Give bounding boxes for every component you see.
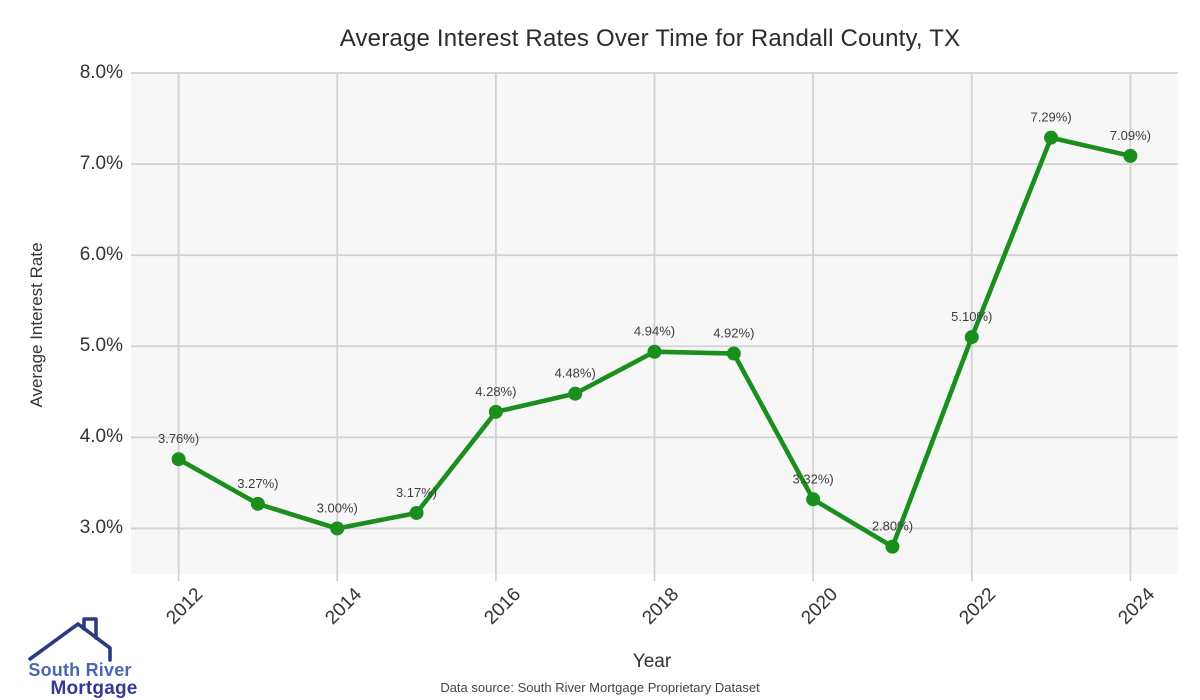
plot-area: 3.76%) 3.27%) 3.00%) 3.17%) 4.28%) 4.48%) 4.94… bbox=[131, 72, 1178, 581]
data-point-label: 4.92%) bbox=[713, 326, 754, 341]
x-tick-label: 2016 bbox=[479, 584, 525, 629]
x-tick-label: 2018 bbox=[638, 584, 684, 629]
data-point bbox=[726, 346, 741, 361]
house-roof-icon bbox=[28, 617, 112, 662]
x-tick-label: 2022 bbox=[955, 584, 1001, 629]
y-tick-label: 4.0% bbox=[79, 426, 123, 448]
data-point bbox=[250, 496, 265, 511]
y-axis-title: Average Interest Rate bbox=[27, 242, 46, 408]
data-point bbox=[568, 386, 583, 401]
data-point-label: 3.27%) bbox=[237, 476, 278, 491]
x-tick-label: 2014 bbox=[321, 584, 367, 629]
logo-text-south-river: South River bbox=[28, 660, 132, 680]
data-point-label: 5.10%) bbox=[951, 309, 992, 324]
data-point-label: 3.00%) bbox=[317, 500, 358, 515]
data-point bbox=[409, 505, 424, 520]
data-point-label: 4.48%) bbox=[555, 366, 596, 381]
logo-text-mortgage: Mortgage bbox=[50, 678, 138, 699]
y-tick-label: 8.0% bbox=[79, 62, 123, 83]
x-tick-label: 2020 bbox=[797, 584, 842, 629]
data-point bbox=[488, 404, 503, 419]
y-tick-label: 3.0% bbox=[79, 517, 123, 539]
data-point-label: 3.76%) bbox=[158, 431, 199, 446]
line-chart-svg: 3.76%) 3.27%) 3.00%) 3.17%) 4.28%) 4.48%) 4.94… bbox=[131, 72, 1178, 581]
data-point bbox=[1044, 130, 1059, 145]
x-tick-label: 2024 bbox=[1114, 584, 1160, 629]
y-tick-label: 7.0% bbox=[79, 153, 123, 175]
y-tick-label: 6.0% bbox=[79, 244, 123, 266]
data-point bbox=[647, 344, 662, 359]
data-point bbox=[171, 452, 186, 467]
data-source-note: Data source: South River Mortgage Propri… bbox=[440, 680, 760, 695]
data-point-label: 4.28%) bbox=[475, 384, 516, 399]
data-point-label: 3.32%) bbox=[793, 471, 834, 486]
data-point bbox=[964, 330, 979, 345]
x-axis-title: Year bbox=[632, 651, 672, 672]
chart-title: Average Interest Rates Over Time for Ran… bbox=[339, 25, 961, 52]
data-point bbox=[1123, 148, 1138, 163]
data-point-label: 2.80%) bbox=[872, 519, 913, 534]
data-point-label: 3.17%) bbox=[396, 485, 437, 500]
data-point bbox=[885, 539, 900, 554]
data-point-label: 7.09%) bbox=[1110, 128, 1151, 143]
data-point-label: 4.94%) bbox=[634, 324, 675, 339]
data-point bbox=[330, 521, 345, 536]
x-tick-label: 2012 bbox=[162, 584, 208, 629]
data-point-label: 7.29%) bbox=[1030, 110, 1071, 125]
data-point bbox=[806, 492, 821, 507]
y-tick-label: 5.0% bbox=[79, 335, 123, 357]
